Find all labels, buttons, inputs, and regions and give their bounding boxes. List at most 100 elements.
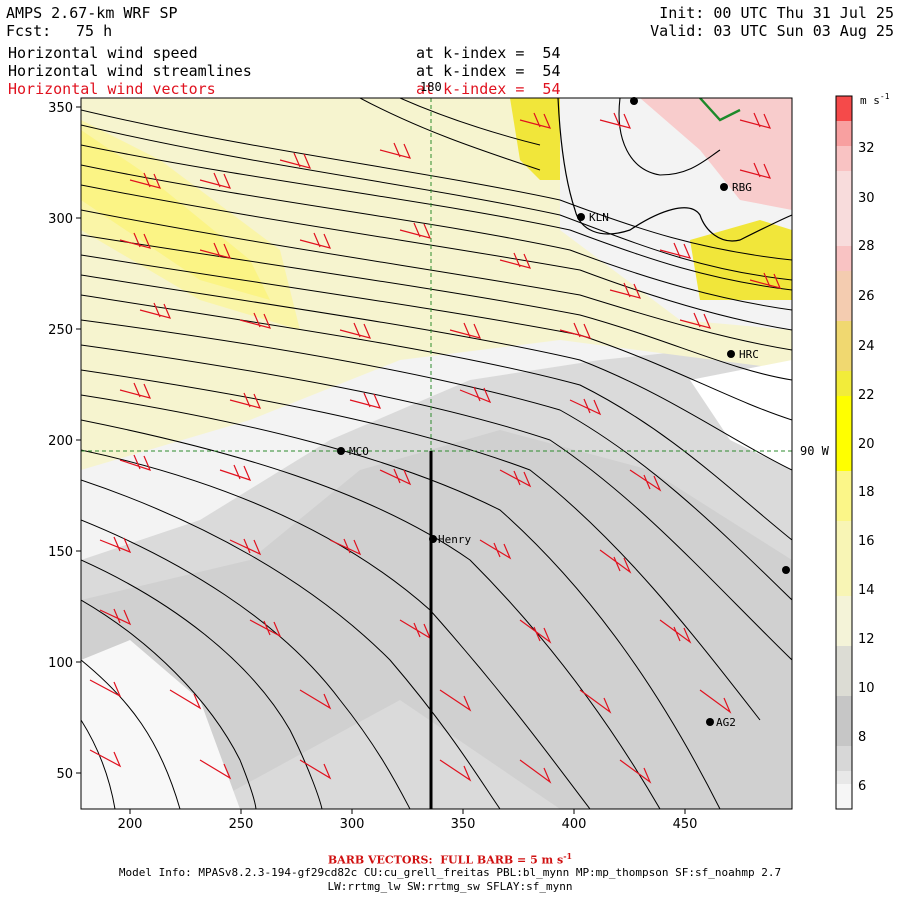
- plot-area: [81, 98, 792, 809]
- colorbar-swatch: [836, 771, 852, 784]
- y-axis: 350 300 250 200 150 100 50: [48, 101, 81, 782]
- x-tick-label: 450: [673, 817, 698, 832]
- station-dot-kln: [577, 213, 585, 221]
- streamlines: [81, 98, 792, 809]
- colorbar-label: 12: [858, 632, 875, 647]
- station-label-hrc: HRC: [739, 348, 759, 361]
- station-label-ag2: AG2: [716, 716, 736, 729]
- station-dot-east: [782, 566, 790, 574]
- x-tick-label: 250: [229, 817, 254, 832]
- model-info-line-2: LW:rrtmg_lw SW:rrtmg_sw SFLAY:sf_mynn: [327, 880, 573, 893]
- colorbar-swatch: [836, 296, 852, 321]
- colorbar-label: 8: [858, 730, 866, 745]
- coastline-3: [699, 98, 741, 122]
- colorbar-swatch: [836, 146, 852, 171]
- y-tick-label: 50: [56, 767, 73, 782]
- speed-shading-pink: [640, 98, 792, 210]
- colorbar-label: 16: [858, 534, 875, 549]
- station-dot-ag2: [706, 718, 714, 726]
- station-dot-hrc: [727, 350, 735, 358]
- station-label-rbg: RBG: [732, 181, 752, 194]
- colorbar-swatch: [836, 371, 852, 396]
- colorbar-swatch: [836, 321, 852, 346]
- colorbar-swatch: [836, 421, 852, 446]
- y-tick-label: 300: [48, 212, 73, 227]
- colorbar-label: 14: [858, 583, 875, 598]
- colorbar-swatch: [836, 746, 852, 771]
- init-time: Init: 00 UTC Thu 31 Jul 25: [659, 4, 894, 22]
- colorbar-swatch: [836, 671, 852, 696]
- x-tick-label: 200: [118, 817, 143, 832]
- station-dot-north: [630, 97, 638, 105]
- colorbar-swatch: [836, 571, 852, 596]
- field-name-vectors: Horizontal wind vectors: [8, 80, 216, 98]
- colorbar-swatch: [836, 396, 852, 421]
- colorbar-swatch: [836, 221, 852, 246]
- field-level-vectors: at k-index = 54: [416, 80, 561, 98]
- field-level-speed: at k-index = 54: [416, 44, 561, 62]
- map-title: AMPS 2.67-km WRF SP: [6, 4, 178, 22]
- y-tick-label: 100: [48, 656, 73, 671]
- station-label-mco: MCO: [349, 445, 369, 458]
- colorbar-swatch: [836, 471, 852, 496]
- barb-legend-exponent: -1: [563, 851, 573, 861]
- colorbar-label: 22: [858, 388, 875, 403]
- colorbar-label: 18: [858, 485, 875, 500]
- colorbar-label: 32: [858, 141, 875, 156]
- plot-frame: [80, 97, 793, 810]
- colorbar-label: 26: [858, 289, 875, 304]
- valid-time: Valid: 03 UTC Sun 03 Aug 25: [650, 22, 894, 40]
- colorbar-swatch: [836, 496, 852, 521]
- y-tick-label: 350: [48, 101, 73, 116]
- colorbar-swatch: [836, 96, 852, 121]
- forecast-hour: 75 h: [76, 22, 113, 40]
- station-dot-mco: [337, 447, 345, 455]
- colorbar-swatch: [836, 721, 852, 746]
- colorbar-swatch: [836, 696, 852, 721]
- colorbar-label: 20: [858, 437, 875, 452]
- colorbar-swatch: [836, 546, 852, 571]
- model-info-line-1: Model Info: MPASv8.2.3-194-gf29cd82c CU:…: [118, 866, 782, 879]
- colorbar-swatch: [836, 621, 852, 646]
- colorbar-swatch: [836, 196, 852, 221]
- x-tick-label: 300: [340, 817, 365, 832]
- coastline-2: [618, 98, 721, 176]
- speed-shading-yellow-jet: [81, 130, 270, 300]
- x-tick-label: 400: [562, 817, 587, 832]
- colorbar-label: 28: [858, 239, 875, 254]
- colorbar-label: 24: [858, 339, 875, 354]
- field-name-streamlines: Horizontal wind streamlines: [8, 62, 252, 80]
- field-name-speed: Horizontal wind speed: [8, 44, 198, 62]
- y-tick-label: 150: [48, 545, 73, 560]
- colorbar-swatch: [836, 171, 852, 196]
- station-label-henry: Henry: [438, 533, 471, 546]
- field-level-streamlines: at k-index = 54: [416, 62, 561, 80]
- colorbar-swatch: [836, 271, 852, 296]
- station-dot-rbg: [720, 183, 728, 191]
- colorbar-swatch: [836, 446, 852, 471]
- speed-shading-pale-yellow: [81, 98, 792, 470]
- parallel-label: 90 W: [800, 444, 830, 458]
- station-dot-henry: [429, 535, 437, 543]
- speed-shading-coastal-yellow: [510, 98, 560, 180]
- forecast-label: Fcst:: [6, 22, 52, 40]
- colorbar-unit-text: m s: [860, 94, 880, 107]
- wind-barbs: [89, 112, 782, 784]
- x-axis: 200 250 300 350 400 450: [118, 809, 698, 832]
- x-tick-label: 350: [451, 817, 476, 832]
- colorbar-unit-exponent: -1: [880, 92, 890, 101]
- colorbar-swatch: [836, 646, 852, 671]
- colorbar-label: 6: [858, 779, 866, 794]
- coastline: [557, 98, 792, 242]
- colorbar-label: 30: [858, 191, 875, 206]
- colorbar-swatch: [836, 784, 852, 809]
- y-tick-label: 250: [48, 323, 73, 338]
- colorbar-swatch: [836, 121, 852, 146]
- colorbar-swatch: [836, 246, 852, 271]
- colorbar: m s-1 32 30 28 26 24 22 20 18 16 14 12 1…: [835, 92, 890, 810]
- speed-shading-mid-gray: [81, 430, 792, 809]
- barb-legend-text: BARB VECTORS: FULL BARB = 5 m s: [327, 853, 564, 867]
- station-label-kln: KLN: [589, 211, 609, 224]
- colorbar-swatch: [836, 596, 852, 621]
